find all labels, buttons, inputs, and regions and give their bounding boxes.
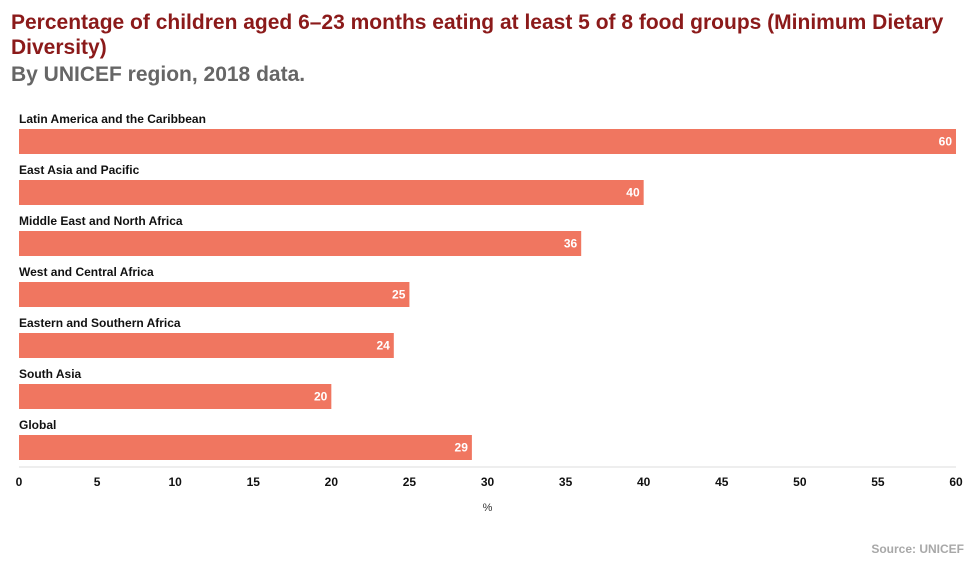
bar <box>19 282 410 307</box>
x-tick-label: 0 <box>16 475 23 489</box>
x-tick-label: 35 <box>559 475 573 489</box>
chart-title: Percentage of children aged 6–23 months … <box>11 11 944 59</box>
x-tick-label: 45 <box>715 475 729 489</box>
data-label: 25 <box>392 288 406 302</box>
data-label: 36 <box>564 237 578 251</box>
x-tick-label: 30 <box>481 475 495 489</box>
data-label: 29 <box>455 441 469 455</box>
category-label: South Asia <box>19 367 82 381</box>
x-tick-label: 55 <box>871 475 885 489</box>
category-label: Latin America and the Caribbean <box>19 112 206 126</box>
x-tick-label: 40 <box>637 475 651 489</box>
chart-subtitle: By UNICEF region, 2018 data. <box>11 63 306 86</box>
x-tick-label: 20 <box>325 475 339 489</box>
bar <box>19 180 644 205</box>
bar <box>19 384 332 409</box>
data-label: 24 <box>376 339 390 353</box>
x-tick-label: 5 <box>94 475 101 489</box>
category-label: West and Central Africa <box>19 265 154 279</box>
bar <box>19 129 956 154</box>
x-tick-label: 25 <box>403 475 417 489</box>
category-label: East Asia and Pacific <box>19 163 140 177</box>
data-label: 40 <box>626 186 640 200</box>
bar <box>19 333 394 358</box>
x-axis-label: % <box>483 502 493 514</box>
x-tick-label: 10 <box>168 475 182 489</box>
bar <box>19 435 472 460</box>
bar <box>19 231 582 256</box>
category-label: Eastern and Southern Africa <box>19 316 181 330</box>
data-label: 20 <box>314 390 328 404</box>
source-note: Source: UNICEF <box>871 542 964 556</box>
category-label: Middle East and North Africa <box>19 214 183 228</box>
data-label: 60 <box>939 135 953 149</box>
category-label: Global <box>19 418 56 432</box>
x-tick-label: 15 <box>247 475 261 489</box>
x-tick-label: 50 <box>793 475 807 489</box>
x-tick-label: 60 <box>949 475 963 489</box>
